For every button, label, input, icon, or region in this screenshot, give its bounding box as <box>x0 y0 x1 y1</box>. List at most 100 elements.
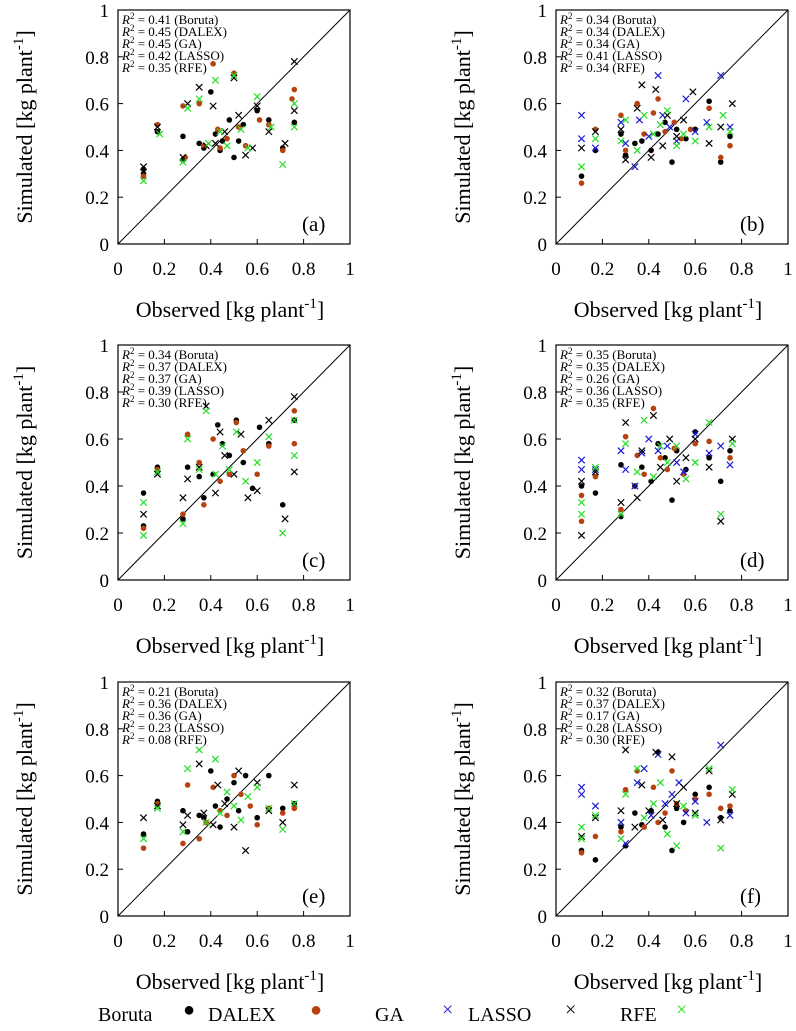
x-tick-label: 0.2 <box>591 595 615 616</box>
legend-label-boruta: Boruta <box>98 1004 153 1026</box>
point-lasso <box>652 748 660 756</box>
x-tick-label: 0.2 <box>153 259 177 280</box>
point-rfe <box>621 440 630 448</box>
x-tick-label: 0.4 <box>199 595 223 616</box>
point-lasso <box>633 104 641 112</box>
x-axis-title: Observed [kg plant-1] <box>136 968 324 994</box>
point-rfe <box>673 442 681 450</box>
point-boruta <box>226 117 233 123</box>
point-lasso <box>617 125 625 133</box>
point-boruta <box>254 107 260 114</box>
point-rfe <box>656 778 665 787</box>
point-lasso <box>221 451 229 460</box>
legend: Boruta ● DALEX ● GA × LASSO × RFE × <box>0 998 796 1028</box>
point-ga <box>679 468 688 476</box>
point-lasso <box>195 83 203 91</box>
y-tick-label: 0.2 <box>85 188 109 209</box>
point-dalex <box>217 478 223 485</box>
x-axis-title: Observed [kg plant-1] <box>574 968 762 994</box>
point-boruta <box>184 828 191 835</box>
point-rfe <box>633 146 641 155</box>
x-axis-title: Observed [kg plant-1] <box>574 296 762 322</box>
point-rfe <box>633 468 641 476</box>
point-rfe <box>225 465 233 474</box>
point-rfe <box>223 788 231 796</box>
r2-label-boruta: R2 = 0.35 (Boruta) <box>559 346 656 362</box>
point-rfe <box>290 416 298 424</box>
legend-label-lasso: LASSO <box>468 1004 532 1026</box>
point-ga <box>591 144 600 152</box>
point-lasso <box>253 102 261 110</box>
point-dalex <box>210 784 216 791</box>
point-ga <box>703 818 711 827</box>
point-boruta <box>618 131 624 137</box>
point-boruta <box>727 447 733 454</box>
point-lasso <box>265 416 273 424</box>
point-dalex <box>254 471 260 478</box>
point-dalex <box>256 117 263 123</box>
y-tick-label: 0.4 <box>523 813 547 834</box>
point-boruta <box>662 824 668 830</box>
point-rfe <box>279 825 287 834</box>
point-ga <box>577 111 586 119</box>
x-tick-label: 0.6 <box>683 931 707 952</box>
point-boruta <box>706 784 712 791</box>
point-boruta <box>706 98 712 105</box>
point-rfe <box>591 135 600 143</box>
point-rfe <box>673 842 681 850</box>
point-boruta <box>217 824 223 830</box>
point-rfe <box>705 418 713 427</box>
point-boruta <box>578 483 585 489</box>
point-boruta <box>212 131 219 137</box>
point-ga <box>645 435 653 443</box>
point-rfe <box>728 440 736 448</box>
x-tick-label: 1 <box>345 259 355 280</box>
point-dalex <box>247 803 254 809</box>
point-rfe <box>728 786 736 794</box>
point-boruta <box>683 135 689 142</box>
point-lasso <box>139 814 148 822</box>
point-ga <box>621 139 630 148</box>
point-dalex <box>706 105 712 112</box>
point-lasso <box>179 494 187 502</box>
point-lasso <box>691 435 699 443</box>
point-boruta <box>680 819 687 826</box>
point-rfe <box>649 130 658 138</box>
one-to-one-line <box>117 9 351 245</box>
y-tick-label: 0.6 <box>523 430 547 451</box>
point-dalex <box>655 96 661 102</box>
point-lasso <box>211 139 220 148</box>
point-dalex <box>201 502 207 508</box>
point-ga <box>682 809 690 817</box>
y-tick-label: 0 <box>100 571 110 592</box>
point-dalex <box>641 824 647 830</box>
point-rfe <box>211 470 220 478</box>
point-rfe <box>656 121 665 129</box>
point-rfe <box>230 802 238 810</box>
point-rfe <box>663 830 671 838</box>
point-rfe <box>649 800 658 808</box>
r2-label-boruta: R2 = 0.21 (Boruta) <box>121 683 218 699</box>
r2-label-ga: R2 = 0.17 (GA) <box>559 707 640 723</box>
point-dalex <box>727 142 733 149</box>
r2-label-rfe: R2 = 0.08 (RFE) <box>121 731 207 747</box>
point-dalex <box>196 100 202 107</box>
point-lasso <box>241 151 250 159</box>
x-tick-label: 0.4 <box>637 259 661 280</box>
x-tick-label: 0.2 <box>153 931 177 952</box>
y-tick-label: 0.4 <box>85 477 109 498</box>
point-boruta <box>662 119 668 126</box>
x-tick-label: 0 <box>551 595 561 616</box>
y-tick-label: 0.6 <box>523 95 547 116</box>
point-rfe <box>216 809 224 817</box>
point-rfe <box>290 123 298 131</box>
point-rfe <box>183 764 192 773</box>
x-tick-label: 0.4 <box>637 595 661 616</box>
point-lasso <box>647 153 655 162</box>
point-boruta <box>669 497 675 503</box>
point-rfe <box>717 510 725 518</box>
r2-label-ga: R2 = 0.34 (GA) <box>559 35 640 51</box>
panel-label: (d) <box>740 548 765 572</box>
r2-label-lasso: R2 = 0.39 (LASSO) <box>121 382 224 398</box>
panel-b: 0 0.2 0.4 0.6 0.8 1 0 0.2 0.4 0.6 0.8 1 Observed [kg… <box>449 1 793 322</box>
